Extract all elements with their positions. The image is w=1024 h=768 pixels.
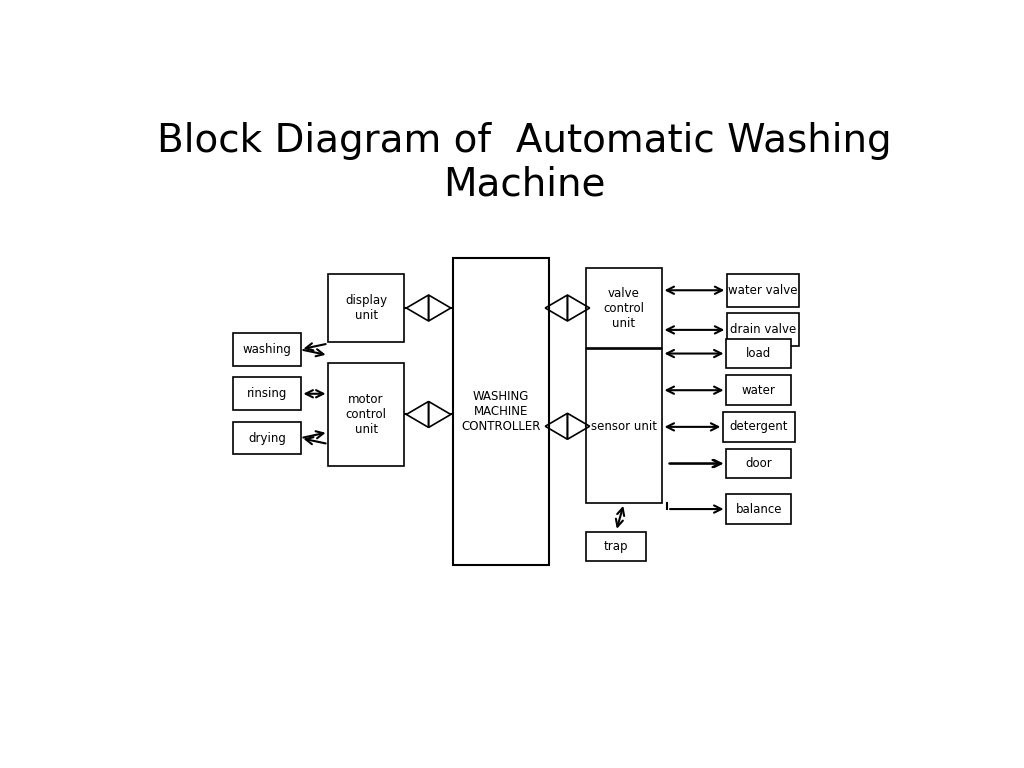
- FancyBboxPatch shape: [726, 376, 792, 405]
- FancyBboxPatch shape: [726, 495, 792, 524]
- Text: washing: washing: [243, 343, 291, 356]
- FancyBboxPatch shape: [329, 274, 403, 342]
- Text: trap: trap: [604, 540, 629, 553]
- FancyBboxPatch shape: [329, 362, 403, 466]
- Text: WASHING
MACHINE
CONTROLLER: WASHING MACHINE CONTROLLER: [461, 390, 541, 433]
- FancyBboxPatch shape: [726, 449, 792, 478]
- FancyBboxPatch shape: [587, 531, 646, 561]
- Text: Block Diagram of  Automatic Washing
Machine: Block Diagram of Automatic Washing Machi…: [158, 121, 892, 204]
- Text: detergent: detergent: [730, 420, 788, 433]
- FancyBboxPatch shape: [726, 339, 792, 369]
- Text: rinsing: rinsing: [247, 387, 287, 400]
- Text: motor
control
unit: motor control unit: [345, 393, 387, 436]
- FancyBboxPatch shape: [454, 258, 549, 565]
- Text: display
unit: display unit: [345, 294, 387, 322]
- Text: load: load: [746, 347, 771, 360]
- FancyBboxPatch shape: [587, 349, 662, 503]
- FancyBboxPatch shape: [723, 412, 795, 442]
- Text: water valve: water valve: [728, 283, 798, 296]
- Text: balance: balance: [735, 502, 782, 515]
- Text: door: door: [745, 457, 772, 470]
- FancyBboxPatch shape: [233, 422, 301, 455]
- Text: drain valve: drain valve: [730, 323, 796, 336]
- FancyBboxPatch shape: [727, 313, 799, 346]
- FancyBboxPatch shape: [587, 268, 662, 348]
- Text: valve
control
unit: valve control unit: [603, 286, 644, 329]
- FancyBboxPatch shape: [233, 333, 301, 366]
- Text: sensor unit: sensor unit: [591, 420, 657, 433]
- FancyBboxPatch shape: [727, 273, 799, 307]
- Text: drying: drying: [248, 432, 286, 445]
- FancyBboxPatch shape: [233, 378, 301, 410]
- Text: water: water: [742, 384, 776, 397]
